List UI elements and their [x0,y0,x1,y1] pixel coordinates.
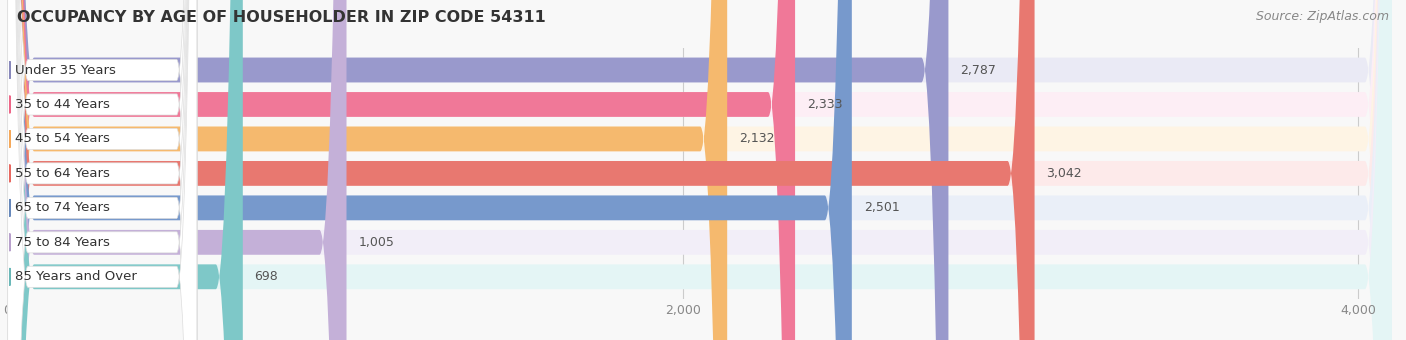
FancyBboxPatch shape [7,0,197,340]
Text: 3,042: 3,042 [1046,167,1083,180]
FancyBboxPatch shape [7,0,794,340]
Text: Under 35 Years: Under 35 Years [14,64,115,76]
FancyBboxPatch shape [7,0,727,340]
FancyBboxPatch shape [7,0,197,340]
Text: 698: 698 [254,270,278,283]
Text: 45 to 54 Years: 45 to 54 Years [14,133,110,146]
Text: 2,132: 2,132 [740,133,775,146]
FancyBboxPatch shape [7,0,1392,340]
FancyBboxPatch shape [7,0,852,340]
FancyBboxPatch shape [7,0,1392,340]
Text: 75 to 84 Years: 75 to 84 Years [14,236,110,249]
Text: 2,787: 2,787 [960,64,995,76]
FancyBboxPatch shape [7,0,197,340]
FancyBboxPatch shape [7,0,1392,340]
FancyBboxPatch shape [7,0,197,340]
FancyBboxPatch shape [7,0,1392,340]
FancyBboxPatch shape [7,0,1392,340]
FancyBboxPatch shape [7,0,346,340]
FancyBboxPatch shape [7,0,1392,340]
Text: 1,005: 1,005 [359,236,394,249]
Text: 35 to 44 Years: 35 to 44 Years [14,98,110,111]
Text: 65 to 74 Years: 65 to 74 Years [14,201,110,214]
FancyBboxPatch shape [7,0,197,340]
FancyBboxPatch shape [7,0,1392,340]
Text: 55 to 64 Years: 55 to 64 Years [14,167,110,180]
FancyBboxPatch shape [7,0,197,340]
Text: 85 Years and Over: 85 Years and Over [14,270,136,283]
FancyBboxPatch shape [7,0,949,340]
Text: Source: ZipAtlas.com: Source: ZipAtlas.com [1256,10,1389,23]
Text: 2,333: 2,333 [807,98,842,111]
FancyBboxPatch shape [7,0,243,340]
Text: OCCUPANCY BY AGE OF HOUSEHOLDER IN ZIP CODE 54311: OCCUPANCY BY AGE OF HOUSEHOLDER IN ZIP C… [17,10,546,25]
FancyBboxPatch shape [7,0,1035,340]
Text: 2,501: 2,501 [863,201,900,214]
FancyBboxPatch shape [7,0,197,340]
